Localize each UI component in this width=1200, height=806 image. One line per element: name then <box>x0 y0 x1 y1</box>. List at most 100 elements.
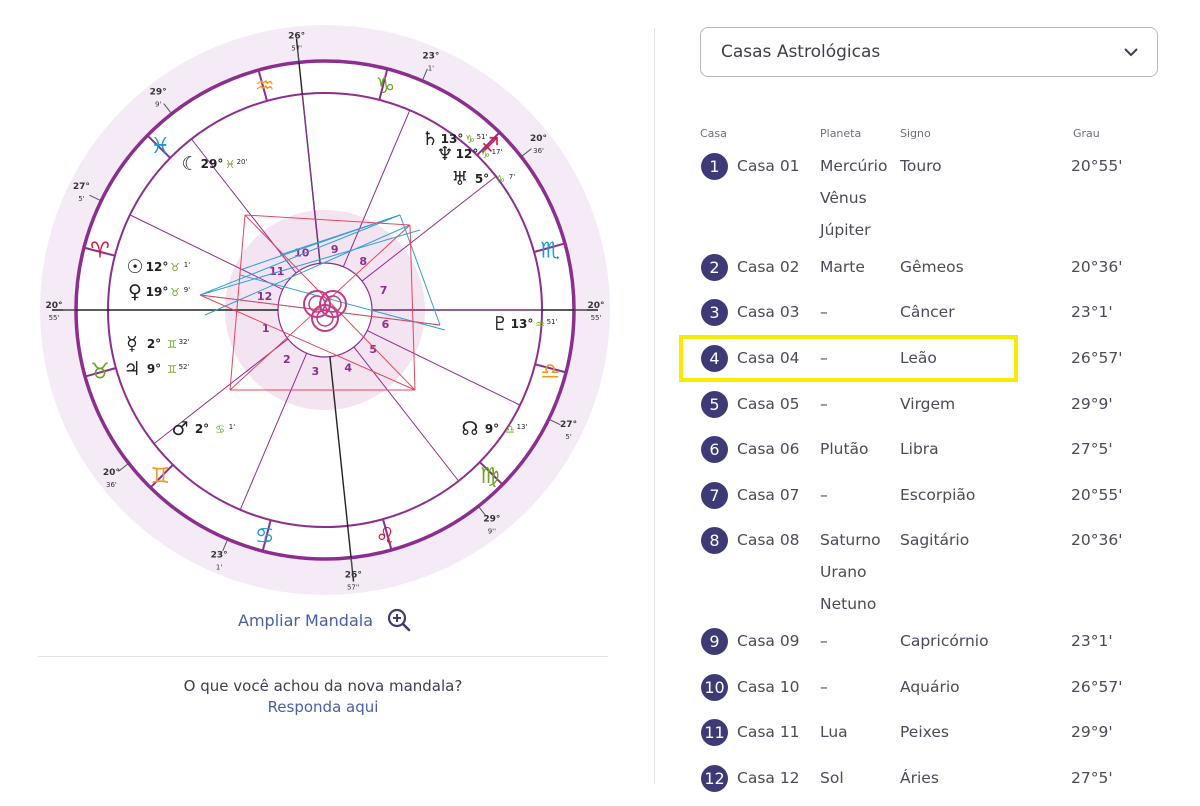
planet-minute: 9' <box>184 286 190 294</box>
house-degree: 29°9' <box>1071 395 1113 413</box>
cusp-tick <box>163 103 173 115</box>
house-sign: Áries <box>900 769 939 787</box>
house-cusp-line <box>329 356 355 582</box>
zodiac-sign-icon: ♑ <box>375 74 395 99</box>
planet-degree: 9° <box>485 422 499 436</box>
planet-sign-icon: ♒ <box>535 318 545 331</box>
sign-boundary <box>382 518 393 551</box>
house-number: 9 <box>331 243 339 256</box>
house-planet: Netuno <box>820 595 877 613</box>
planet-degree: 13° <box>441 132 464 146</box>
zodiac-sign-icon: ♐ <box>480 134 500 159</box>
zoom-in-icon <box>387 608 411 632</box>
house-sign: Escorpião <box>900 486 976 504</box>
house-planet: Vênus <box>820 189 867 207</box>
house-number-badge: 7 <box>701 482 728 509</box>
planet-sign-icon: ♓ <box>225 158 235 171</box>
planet-minute: 51' <box>547 318 558 326</box>
header-degree: Grau <box>1073 127 1100 140</box>
cusp-minute-label: 5' <box>78 195 84 203</box>
feedback-link[interactable]: Responda aqui <box>267 698 379 716</box>
house-number-badge: 3 <box>701 299 728 326</box>
zodiac-sign-icon: ♉ <box>90 359 110 384</box>
highlight-box <box>679 335 1018 382</box>
sign-boundary <box>476 131 501 156</box>
house-cusp-line <box>301 94 321 264</box>
planet-icon: ♇ <box>491 313 508 335</box>
sign-boundary <box>261 519 272 552</box>
house-sign: Capricórnio <box>900 632 989 650</box>
cusp-tick <box>118 462 130 472</box>
aspect-line-blue <box>399 214 441 326</box>
cusp-degree-label: 26° <box>288 31 305 41</box>
cusp-degree-label: 20° <box>530 134 547 144</box>
house-number: 12 <box>257 290 272 303</box>
house-number: 1 <box>262 322 270 335</box>
cusp-minute-label: 55' <box>591 314 602 322</box>
zodiac-sign-icon: ♈ <box>90 239 110 264</box>
house-name: Casa 12 <box>737 769 800 787</box>
planet-icon: ♆ <box>436 143 453 165</box>
house-name: Casa 03 <box>737 303 800 321</box>
planet-sign-icon: ♑ <box>495 173 505 186</box>
planet-sign-icon: ♎ <box>505 423 515 436</box>
planet-sign-icon: ♉ <box>170 261 180 274</box>
aspect-line-blue <box>199 229 421 296</box>
house-number-badge: 9 <box>701 628 728 655</box>
planet-minute: 1' <box>184 261 190 269</box>
planet-degree: 19° <box>146 285 169 299</box>
zodiac-sign-icon: ♊ <box>150 464 170 489</box>
house-sign: Aquário <box>900 678 960 696</box>
planet-degree: 2° <box>195 422 209 436</box>
aspect-line-red <box>244 214 411 226</box>
zodiac-sign-icon: ♏ <box>540 239 560 264</box>
house-planet: Sol <box>820 769 844 787</box>
cusp-minute-label: 9'' <box>488 528 496 536</box>
house-name: Casa 05 <box>737 395 800 413</box>
house-degree: 20°55' <box>1071 157 1123 175</box>
planet-icon: ♀ <box>128 281 142 303</box>
planet-sign-icon: ♑ <box>480 148 490 161</box>
house-number-badge: 5 <box>701 391 728 418</box>
cusp-minute-label: 9' <box>155 100 161 108</box>
planet-degree: 12° <box>146 260 169 274</box>
house-sign: Virgem <box>900 395 956 413</box>
cusp-tick <box>477 505 487 517</box>
chevron-down-icon <box>1124 48 1138 57</box>
zoom-mandala-label: Ampliar Mandala <box>238 610 374 630</box>
house-sign: Leão <box>900 349 937 367</box>
house-name: Casa 01 <box>737 157 800 175</box>
house-degree: 20°55' <box>1071 486 1123 504</box>
cusp-minute-label: 5' <box>565 433 571 441</box>
cusp-degree-label: 23° <box>211 550 228 560</box>
cusp-degree-label: 26° <box>345 571 362 581</box>
house-cusp-line <box>361 176 497 282</box>
feedback-section: O que você achou da nova mandala? Respon… <box>38 676 608 718</box>
house-name: Casa 08 <box>737 531 800 549</box>
planet-sign-icon: ♑ <box>465 133 475 146</box>
planet-icon: ♅ <box>451 168 468 190</box>
house-number-badge: 1 <box>701 153 728 180</box>
house-name: Casa 02 <box>737 258 800 276</box>
header-planet: Planeta <box>820 127 862 140</box>
aspect-line-blue <box>279 214 401 256</box>
house-number: 11 <box>269 265 284 278</box>
planet-minute: 17' <box>492 148 503 156</box>
cusp-degree-label: 23° <box>422 52 439 62</box>
house-number: 4 <box>344 361 352 374</box>
chart-type-select[interactable]: Casas Astrológicas <box>700 27 1158 77</box>
planet-icon: ♄ <box>421 128 438 150</box>
house-name: Casa 10 <box>737 678 800 696</box>
sign-boundary <box>83 246 116 257</box>
house-degree: 23°1' <box>1071 303 1113 321</box>
house-planet: Urano <box>820 563 867 581</box>
zodiac-sign-icon: ♋ <box>255 524 275 549</box>
zoom-mandala-button[interactable]: Ampliar Mandala <box>238 608 411 632</box>
aspect-line-blue <box>199 214 401 296</box>
planet-icon: ☊ <box>462 418 479 440</box>
house-sign: Gêmeos <box>900 258 964 276</box>
house-name: Casa 06 <box>737 440 800 458</box>
house-planet: Saturno <box>820 531 881 549</box>
sign-boundary <box>534 363 567 374</box>
planet-icon: ☉ <box>126 256 143 278</box>
